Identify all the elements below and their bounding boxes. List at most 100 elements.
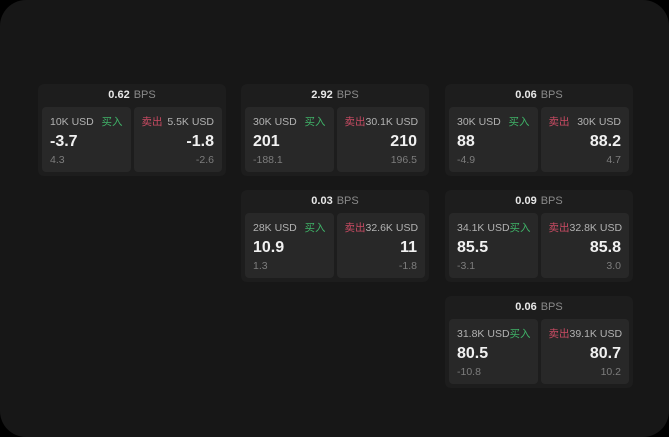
buy-tile-top: 34.1K USD 买入 (457, 220, 531, 235)
buy-side-label: 买入 (304, 222, 326, 234)
quote-tiles: 34.1K USD 买入 85.5 -3.1 卖出 32.8K USD 85.8… (445, 213, 633, 278)
bps-value: 0.09 (515, 195, 537, 207)
bps-value: 2.92 (311, 89, 333, 101)
buy-tile[interactable]: 30K USD 买入 88 -4.9 (449, 107, 538, 172)
sell-side-label: 卖出 (344, 222, 366, 234)
sell-tile-top: 卖出 32.6K USD (344, 220, 419, 235)
quote-card-2: 2.92 BPS 30K USD 买入 201 -188.1 卖出 30.1K … (241, 84, 429, 176)
bps-unit-label: BPS (133, 89, 156, 101)
sell-tile-top: 卖出 30K USD (549, 114, 622, 129)
buy-side-label: 买入 (508, 116, 530, 128)
sell-tile-top: 卖出 5.5K USD (142, 114, 215, 129)
buy-tile[interactable]: 28K USD 买入 10.9 1.3 (245, 213, 334, 278)
buy-amount: 10K USD (50, 115, 94, 128)
sell-tile-top: 卖出 30.1K USD (344, 114, 419, 129)
sell-side-label: 卖出 (141, 116, 163, 128)
buy-amount: 31.8K USD (457, 327, 510, 340)
quote-tiles: 30K USD 买入 201 -188.1 卖出 30.1K USD 210 1… (241, 107, 429, 172)
buy-tile[interactable]: 30K USD 买入 201 -188.1 (245, 107, 334, 172)
buy-side-label: 买入 (509, 328, 531, 340)
sell-amount: 32.6K USD (365, 221, 419, 234)
sell-sub-value: -1.8 (398, 260, 417, 272)
sell-tile[interactable]: 卖出 30K USD 88.2 4.7 (540, 107, 629, 172)
sell-sub-value: 3.0 (606, 260, 621, 272)
sell-amount: 30K USD (577, 115, 621, 128)
quote-card-1: 0.62 BPS 10K USD 买入 -3.7 4.3 卖出 5.5K USD… (38, 84, 226, 176)
sell-amount: 32.8K USD (569, 221, 623, 234)
quote-card-3: 0.06 BPS 30K USD 买入 88 -4.9 卖出 30K USD 8… (445, 84, 633, 176)
buy-tile-top: 10K USD 买入 (50, 114, 123, 129)
sell-sub-value: 10.2 (600, 366, 621, 378)
buy-price: -3.7 (50, 132, 78, 150)
buy-price: 201 (253, 132, 280, 150)
sell-side-label: 卖出 (548, 116, 570, 128)
sell-price: 80.7 (589, 344, 621, 362)
buy-sub-value: -188.1 (253, 154, 283, 166)
quote-tiles: 30K USD 买入 88 -4.9 卖出 30K USD 88.2 4.7 (445, 107, 633, 172)
buy-tile-top: 30K USD 买入 (253, 114, 326, 129)
buy-amount: 34.1K USD (457, 221, 510, 234)
buy-side-label: 买入 (509, 222, 531, 234)
sell-tile[interactable]: 卖出 32.8K USD 85.8 3.0 (540, 213, 629, 278)
card-header: 2.92 BPS (241, 84, 429, 107)
sell-sub-value: 196.5 (390, 154, 417, 166)
buy-tile-top: 28K USD 买入 (253, 220, 326, 235)
sell-tile[interactable]: 卖出 39.1K USD 80.7 10.2 (540, 319, 629, 384)
quote-tiles: 10K USD 买入 -3.7 4.3 卖出 5.5K USD -1.8 -2.… (38, 107, 226, 172)
buy-sub-value: -4.9 (457, 154, 476, 166)
bps-value: 0.03 (311, 195, 333, 207)
buy-side-label: 买入 (304, 116, 326, 128)
bps-unit-label: BPS (540, 89, 563, 101)
buy-price: 80.5 (457, 344, 489, 362)
card-header: 0.03 BPS (241, 190, 429, 213)
sell-price: 85.8 (589, 238, 621, 256)
bps-unit-label: BPS (336, 195, 359, 207)
card-header: 0.09 BPS (445, 190, 633, 213)
quote-tiles: 28K USD 买入 10.9 1.3 卖出 32.6K USD 11 -1.8 (241, 213, 429, 278)
sell-sub-value: -2.6 (195, 154, 214, 166)
sell-amount: 5.5K USD (167, 115, 214, 128)
buy-sub-value: 1.3 (253, 260, 268, 272)
buy-price: 10.9 (253, 238, 285, 256)
buy-sub-value: -10.8 (457, 366, 481, 378)
bps-unit-label: BPS (540, 301, 563, 313)
buy-tile-top: 31.8K USD 买入 (457, 326, 531, 341)
bps-unit-label: BPS (540, 195, 563, 207)
buy-tile[interactable]: 10K USD 买入 -3.7 4.3 (42, 107, 131, 172)
quote-card-6: 0.06 BPS 31.8K USD 买入 80.5 -10.8 卖出 39.1… (445, 296, 633, 388)
bps-unit-label: BPS (336, 89, 359, 101)
sell-tile[interactable]: 卖出 32.6K USD 11 -1.8 (336, 213, 425, 278)
quote-tiles: 31.8K USD 买入 80.5 -10.8 卖出 39.1K USD 80.… (445, 319, 633, 384)
sell-tile[interactable]: 卖出 5.5K USD -1.8 -2.6 (133, 107, 222, 172)
buy-price: 88 (457, 132, 475, 150)
bps-value: 0.62 (108, 89, 130, 101)
sell-price: 88.2 (589, 132, 621, 150)
buy-side-label: 买入 (101, 116, 123, 128)
buy-sub-value: 4.3 (50, 154, 65, 166)
quote-card-4: 0.03 BPS 28K USD 买入 10.9 1.3 卖出 32.6K US… (241, 190, 429, 282)
sell-amount: 30.1K USD (365, 115, 419, 128)
card-header: 0.62 BPS (38, 84, 226, 107)
sell-amount: 39.1K USD (569, 327, 623, 340)
sell-sub-value: 4.7 (606, 154, 621, 166)
sell-price: 210 (390, 132, 417, 150)
sell-tile-top: 卖出 32.8K USD (548, 220, 623, 235)
buy-amount: 30K USD (457, 115, 501, 128)
sell-price: 11 (400, 238, 417, 256)
buy-sub-value: -3.1 (457, 260, 476, 272)
quote-card-5: 0.09 BPS 34.1K USD 买入 85.5 -3.1 卖出 32.8K… (445, 190, 633, 282)
card-header: 0.06 BPS (445, 84, 633, 107)
sell-tile-top: 卖出 39.1K USD (549, 326, 623, 341)
buy-tile[interactable]: 31.8K USD 买入 80.5 -10.8 (449, 319, 538, 384)
sell-tile[interactable]: 卖出 30.1K USD 210 196.5 (336, 107, 425, 172)
sell-side-label: 卖出 (344, 116, 366, 128)
sell-price: -1.8 (186, 132, 214, 150)
buy-amount: 30K USD (253, 115, 297, 128)
buy-tile[interactable]: 34.1K USD 买入 85.5 -3.1 (449, 213, 538, 278)
buy-amount: 28K USD (253, 221, 297, 234)
bps-value: 0.06 (515, 89, 537, 101)
sell-side-label: 卖出 (548, 222, 570, 234)
card-header: 0.06 BPS (445, 296, 633, 319)
buy-price: 85.5 (457, 238, 489, 256)
